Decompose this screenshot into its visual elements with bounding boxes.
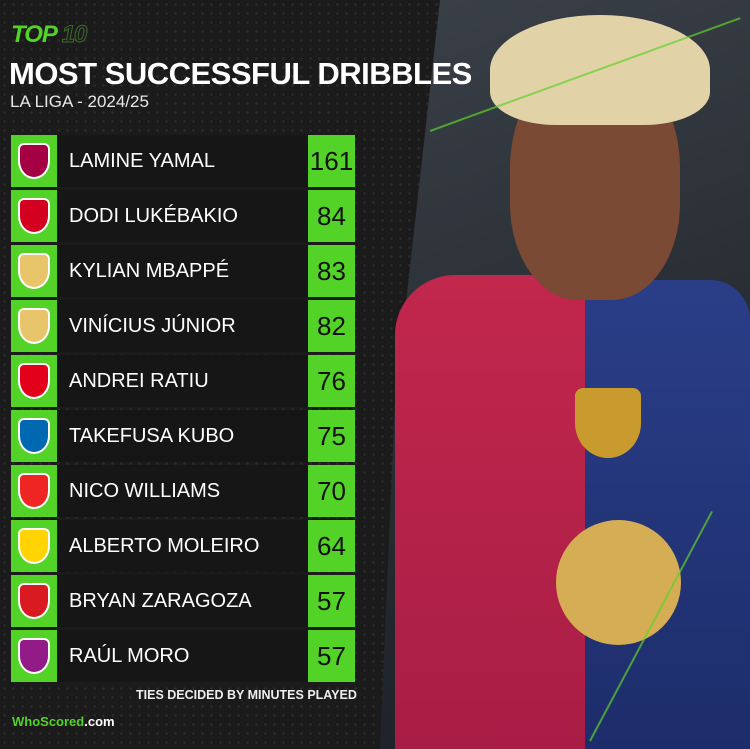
club-crest-icon xyxy=(18,583,50,619)
player-name: ALBERTO MOLEIRO xyxy=(57,520,308,572)
club-crest-cell xyxy=(11,245,57,297)
club-crest-icon xyxy=(18,418,50,454)
club-crest-cell xyxy=(11,520,57,572)
dribbles-value: 82 xyxy=(308,300,355,352)
club-crest-cell xyxy=(11,630,57,682)
table-row: VINÍCIUS JÚNIOR 82 xyxy=(11,300,355,352)
club-crest-cell xyxy=(11,355,57,407)
jersey-blue-half xyxy=(585,280,750,749)
table-row: TAKEFUSA KUBO 75 xyxy=(11,410,355,462)
dribbles-value: 75 xyxy=(308,410,355,462)
club-crest-icon xyxy=(18,473,50,509)
player-name: RAÚL MORO xyxy=(57,630,308,682)
player-name: TAKEFUSA KUBO xyxy=(57,410,308,462)
club-crest-cell xyxy=(11,190,57,242)
table-row: DODI LUKÉBAKIO 84 xyxy=(11,190,355,242)
dribbles-value: 57 xyxy=(308,575,355,627)
dribbles-value: 84 xyxy=(308,190,355,242)
table-row: ALBERTO MOLEIRO 64 xyxy=(11,520,355,572)
club-crest-cell xyxy=(11,135,57,187)
dribbles-value: 83 xyxy=(308,245,355,297)
club-crest-cell xyxy=(11,575,57,627)
table-row: LAMINE YAMAL 161 xyxy=(11,135,355,187)
dribbles-value: 76 xyxy=(308,355,355,407)
club-crest-icon xyxy=(18,253,50,289)
dribbles-value: 161 xyxy=(308,135,355,187)
table-row: ANDREI RATIU 76 xyxy=(11,355,355,407)
player-name: NICO WILLIAMS xyxy=(57,465,308,517)
player-name: BRYAN ZARAGOZA xyxy=(57,575,308,627)
table-row: BRYAN ZARAGOZA 57 xyxy=(11,575,355,627)
subtitle: LA LIGA - 2024/25 xyxy=(10,92,149,111)
club-crest-icon xyxy=(18,638,50,674)
jersey-crest xyxy=(575,388,641,458)
player-name: VINÍCIUS JÚNIOR xyxy=(57,300,308,352)
club-crest-cell xyxy=(11,410,57,462)
whoscored-logo: WhoScored.com xyxy=(12,714,115,729)
sponsor-logo xyxy=(556,520,681,645)
dribbles-value: 64 xyxy=(308,520,355,572)
club-crest-icon xyxy=(18,308,50,344)
table-row: RAÚL MORO 57 xyxy=(11,630,355,682)
dribbles-value: 70 xyxy=(308,465,355,517)
club-crest-icon xyxy=(18,528,50,564)
player-name: LAMINE YAMAL xyxy=(57,135,308,187)
club-crest-icon xyxy=(18,143,50,179)
page-title: MOST SUCCESSFUL DRIBBLES xyxy=(9,56,472,91)
top-label: TOP 10 xyxy=(11,21,88,49)
club-crest-icon xyxy=(18,363,50,399)
player-name: DODI LUKÉBAKIO xyxy=(57,190,308,242)
player-name: KYLIAN MBAPPÉ xyxy=(57,245,308,297)
club-crest-icon xyxy=(18,198,50,234)
club-crest-cell xyxy=(11,300,57,352)
table-row: NICO WILLIAMS 70 xyxy=(11,465,355,517)
dribbles-value: 57 xyxy=(308,630,355,682)
jersey-red-half xyxy=(395,275,585,749)
club-crest-cell xyxy=(11,465,57,517)
player-name: ANDREI RATIU xyxy=(57,355,308,407)
footnote: TIES DECIDED BY MINUTES PLAYED xyxy=(136,688,357,702)
table-row: KYLIAN MBAPPÉ 83 xyxy=(11,245,355,297)
